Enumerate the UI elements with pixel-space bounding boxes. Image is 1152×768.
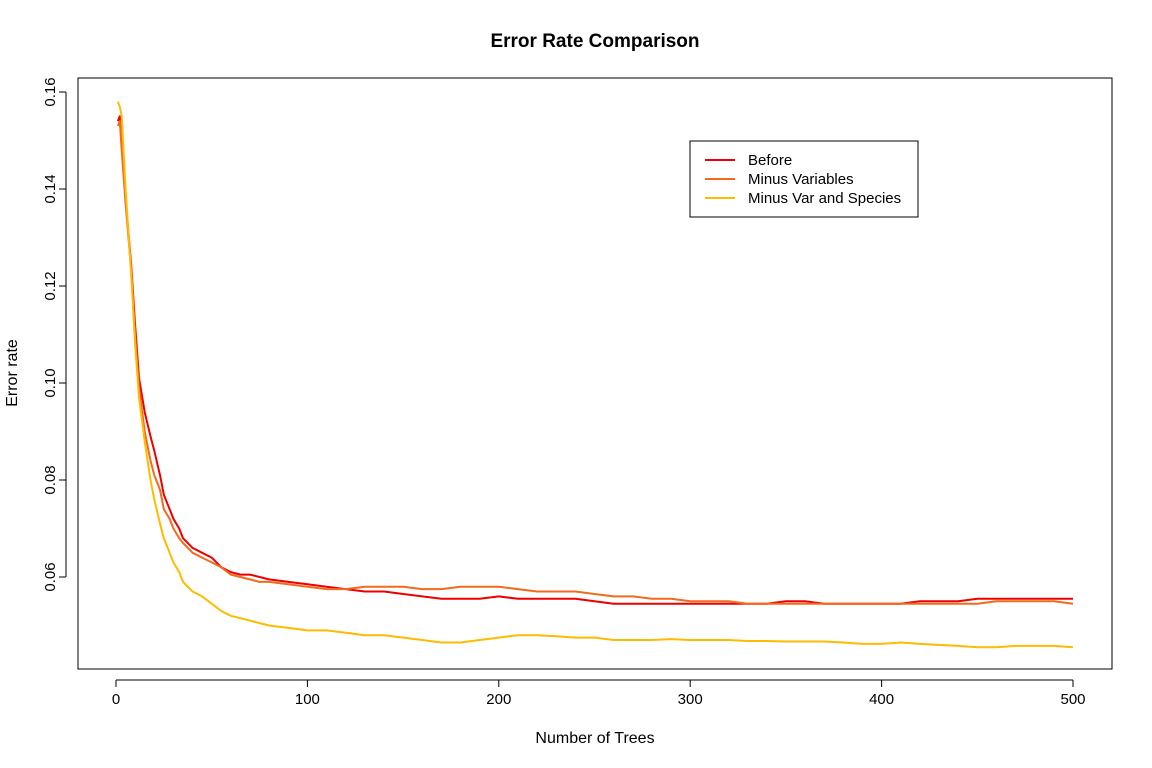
legend-label-2: Minus Variables [748, 171, 854, 188]
y-tick-label: 0.16 [42, 77, 59, 106]
y-tick-label: 0.12 [42, 271, 59, 300]
chart-title: Error Rate Comparison [490, 31, 699, 52]
y-axis: 0.06 0.08 0.10 0.12 0.14 0.16 [42, 77, 67, 592]
legend: Before Minus Variables Minus Var and Speci… [689, 140, 919, 218]
x-tick-label: 500 [1060, 691, 1085, 708]
x-tick-label: 200 [486, 691, 511, 708]
legend-label-3: Minus Var and Species [748, 190, 901, 207]
x-axis-label: Number of Trees [535, 730, 654, 747]
legend-label-1: Before [748, 152, 792, 169]
plot-frame [77, 77, 1113, 670]
y-tick-label: 0.10 [42, 368, 59, 397]
x-tick-label: 0 [112, 691, 120, 708]
x-axis: 0 100 200 300 400 500 [112, 679, 1086, 708]
y-tick-label: 0.08 [42, 465, 59, 494]
series-line-1 [116, 115, 1073, 605]
x-tick-label: 300 [678, 691, 703, 708]
y-tick-label: 0.14 [42, 174, 59, 203]
x-tick-label: 100 [295, 691, 320, 708]
x-tick-label: 400 [869, 691, 894, 708]
y-axis-label: Error rate [4, 339, 21, 407]
series-line-3 [116, 101, 1074, 649]
y-tick-label: 0.06 [42, 562, 59, 591]
series-line-2 [116, 120, 1074, 605]
series-layer [116, 101, 1074, 649]
